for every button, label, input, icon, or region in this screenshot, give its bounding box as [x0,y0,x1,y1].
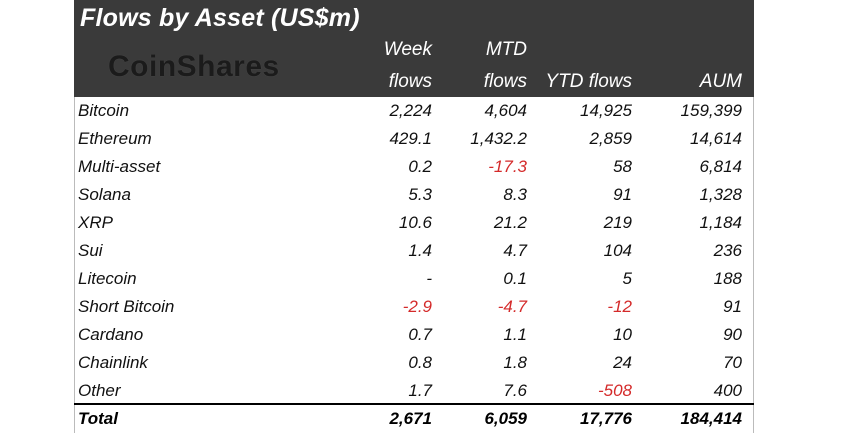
table-row: Multi-asset 0.2 -17.3 58 6,814 [74,153,754,181]
column-header-line1: MTD [485,39,527,60]
table-left-border [74,97,75,433]
asset-name: Multi-asset [78,157,161,176]
asset-name: Chainlink [78,353,148,372]
cell-mtd-flows: -17.3 [488,157,527,176]
cell-ytd-flows: 24 [613,353,632,372]
total-label: Total [78,409,118,428]
coinshares-logo: CoinShares [108,50,280,83]
table-row: Ethereum 429.1 1,432.2 2,859 14,614 [74,125,754,153]
table-row: Litecoin - 0.1 5 188 [74,265,754,293]
cell-aum: 6,814 [699,157,742,176]
table-row: Other 1.7 7.6 -508 400 [74,377,754,405]
cell-mtd-flows: 0.1 [503,269,527,288]
cell-ytd-flows: 58 [613,157,632,176]
cell-week-flows: 1.4 [408,241,432,260]
table-title: Flows by Asset (US$m) [80,4,360,32]
cell-aum: 90 [723,325,742,344]
asset-name: Bitcoin [78,101,130,120]
asset-name: XRP [78,213,113,232]
total-row: Total 2,671 6,059 17,776 184,414 [74,403,754,435]
cell-aum: 14,614 [690,129,742,148]
column-header-line1 [545,34,632,66]
column-header-line2: AUM [699,71,742,92]
total-mtd-flows: 6,059 [484,409,527,428]
cell-week-flows: 2,224 [389,101,432,120]
cell-week-flows: 0.7 [408,325,432,344]
column-header-week-flows: Week flows [384,34,432,98]
column-header-line2: flows [388,71,432,92]
cell-aum: 400 [713,381,742,400]
flows-table: Flows by Asset (US$m) CoinShares Week fl… [74,0,754,433]
table-row: Sui 1.4 4.7 104 236 [74,237,754,265]
asset-name: Cardano [78,325,144,344]
cell-ytd-flows: -508 [597,381,632,400]
asset-name: Sui [78,241,103,260]
cell-aum: 159,399 [680,101,742,120]
cell-ytd-flows: 10 [613,325,632,344]
total-week-flows: 2,671 [389,409,432,428]
column-header-line2: YTD flows [545,71,632,92]
cell-aum: 1,184 [699,213,742,232]
total-aum: 184,414 [680,409,742,428]
asset-name: Short Bitcoin [78,297,175,316]
cell-ytd-flows: 104 [603,241,632,260]
cell-ytd-flows: 219 [603,213,632,232]
table-row: Cardano 0.7 1.1 10 90 [74,321,754,349]
asset-name: Solana [78,185,131,204]
column-header-line1: Week [383,39,432,60]
cell-aum: 188 [713,269,742,288]
cell-mtd-flows: 8.3 [503,185,527,204]
table-row: Bitcoin 2,224 4,604 14,925 159,399 [74,97,754,125]
table-row: Short Bitcoin -2.9 -4.7 -12 91 [74,293,754,321]
cell-ytd-flows: -12 [607,297,632,316]
cell-week-flows: 5.3 [408,185,432,204]
table-row: Solana 5.3 8.3 91 1,328 [74,181,754,209]
column-header-mtd-flows: MTD flows [484,34,527,98]
cell-week-flows: 0.8 [408,353,432,372]
column-header-line1 [700,34,742,66]
table-row: XRP 10.6 21.2 219 1,184 [74,209,754,237]
table-right-border [753,97,754,433]
asset-name: Other [78,381,121,400]
total-ytd-flows: 17,776 [580,409,632,428]
cell-mtd-flows: 1.1 [503,325,527,344]
asset-name: Litecoin [78,269,137,288]
cell-mtd-flows: 7.6 [503,381,527,400]
table-row: Chainlink 0.8 1.8 24 70 [74,349,754,377]
cell-week-flows: 10.6 [398,213,432,232]
cell-aum: 70 [723,353,742,372]
cell-week-flows: 1.7 [408,381,432,400]
column-header-ytd-flows: YTD flows [545,34,632,98]
table-header: Flows by Asset (US$m) CoinShares Week fl… [74,0,754,97]
cell-aum: 236 [713,241,742,260]
cell-mtd-flows: 1.8 [503,353,527,372]
column-header-line2: flows [483,71,527,92]
cell-week-flows: 429.1 [389,129,432,148]
cell-ytd-flows: 91 [613,185,632,204]
cell-mtd-flows: 1,432.2 [470,129,527,148]
cell-aum: 1,328 [699,185,742,204]
cell-mtd-flows: 4.7 [503,241,527,260]
cell-week-flows: -2.9 [402,297,432,316]
cell-ytd-flows: 14,925 [580,101,632,120]
cell-week-flows: 0.2 [408,157,432,176]
asset-name: Ethereum [78,129,152,148]
cell-mtd-flows: 4,604 [484,101,527,120]
cell-mtd-flows: 21.2 [493,213,527,232]
cell-aum: 91 [723,297,742,316]
column-header-aum: AUM [700,34,742,98]
cell-ytd-flows: 5 [622,269,632,288]
cell-mtd-flows: -4.7 [497,297,527,316]
cell-ytd-flows: 2,859 [589,129,632,148]
cell-week-flows: - [426,269,432,288]
table-body: Bitcoin 2,224 4,604 14,925 159,399 Ethereum 42… [74,97,754,405]
